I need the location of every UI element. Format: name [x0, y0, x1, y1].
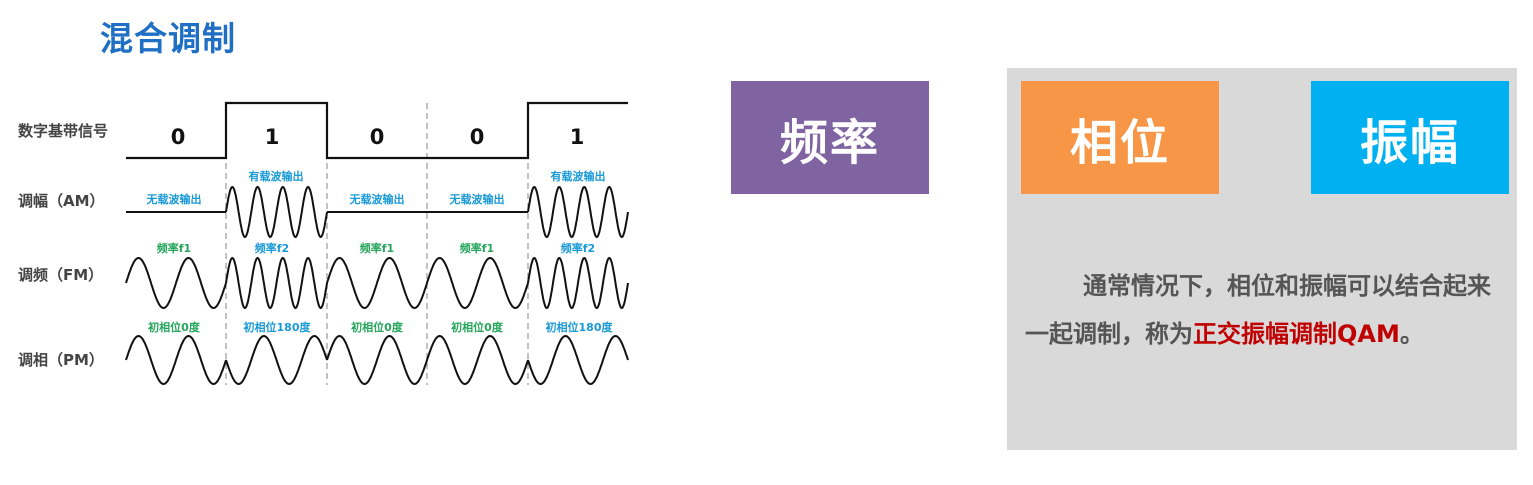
frequency-box: 频率 [731, 81, 929, 194]
am-segment-labels: 无载波输出 有载波输出 无载波输出 无载波输出 有载波输出 [146, 169, 606, 206]
digital-signal-label: 数字基带信号 [18, 122, 108, 140]
modulation-diagram: 数字基带信号 调幅（AM） 调频（FM） 调相（PM） 0 1 0 0 1 无载… [18, 101, 629, 386]
qam-description-end: 。 [1399, 320, 1424, 348]
fm-segment-label: 频率f1 [360, 241, 394, 255]
bit-value: 0 [171, 125, 186, 149]
fm-segment-label: 频率f1 [157, 241, 191, 255]
bit-separators [225, 103, 529, 385]
fm-segment-labels: 频率f1 频率f2 频率f1 频率f1 频率f2 [157, 241, 595, 255]
am-segment-label: 有载波输出 [249, 169, 304, 183]
bit-value: 1 [265, 125, 280, 149]
am-segment-label: 无载波输出 [146, 192, 202, 206]
pm-segment-label: 初相位0度 [351, 320, 404, 334]
bit-values: 0 1 0 0 1 [171, 125, 585, 149]
fm-waveform [125, 256, 629, 310]
qam-highlight: 正交振幅调制QAM [1193, 320, 1400, 348]
pm-segment-label: 初相位0度 [148, 320, 201, 334]
am-segment-label: 无载波输出 [449, 192, 505, 206]
fm-segment-label: 频率f2 [255, 241, 289, 255]
pm-segment-label: 初相位180度 [244, 320, 312, 334]
fm-segment-label: 频率f2 [561, 241, 595, 255]
qam-description: 通常情况下，相位和振幅可以结合起来一起调制，称为正交振幅调制QAM。 [1025, 262, 1495, 358]
am-segment-label: 有载波输出 [551, 169, 606, 183]
fm-signal-label: 调频（FM） [18, 266, 103, 284]
bit-value: 0 [370, 125, 385, 149]
page-title: 混合调制 [100, 19, 236, 58]
am-signal-label: 调幅（AM） [18, 192, 105, 210]
digital-signal-waveform [126, 101, 628, 160]
pm-segment-label: 初相位180度 [546, 320, 614, 334]
pm-signal-label: 调相（PM） [18, 351, 104, 369]
pm-waveform [125, 334, 629, 386]
fm-segment-label: 频率f1 [460, 241, 494, 255]
phase-box: 相位 [1021, 81, 1219, 194]
bit-value: 0 [470, 125, 485, 149]
qam-description-text: 通常情况下，相位和振幅可以结合起来一起调制，称为 [1025, 272, 1491, 348]
amplitude-box: 振幅 [1311, 81, 1509, 194]
am-segment-label: 无载波输出 [349, 192, 405, 206]
pm-segment-labels: 初相位0度 初相位180度 初相位0度 初相位0度 初相位180度 [148, 320, 613, 334]
am-waveform [126, 185, 629, 239]
bit-value: 1 [570, 125, 585, 149]
pm-segment-label: 初相位0度 [451, 320, 504, 334]
